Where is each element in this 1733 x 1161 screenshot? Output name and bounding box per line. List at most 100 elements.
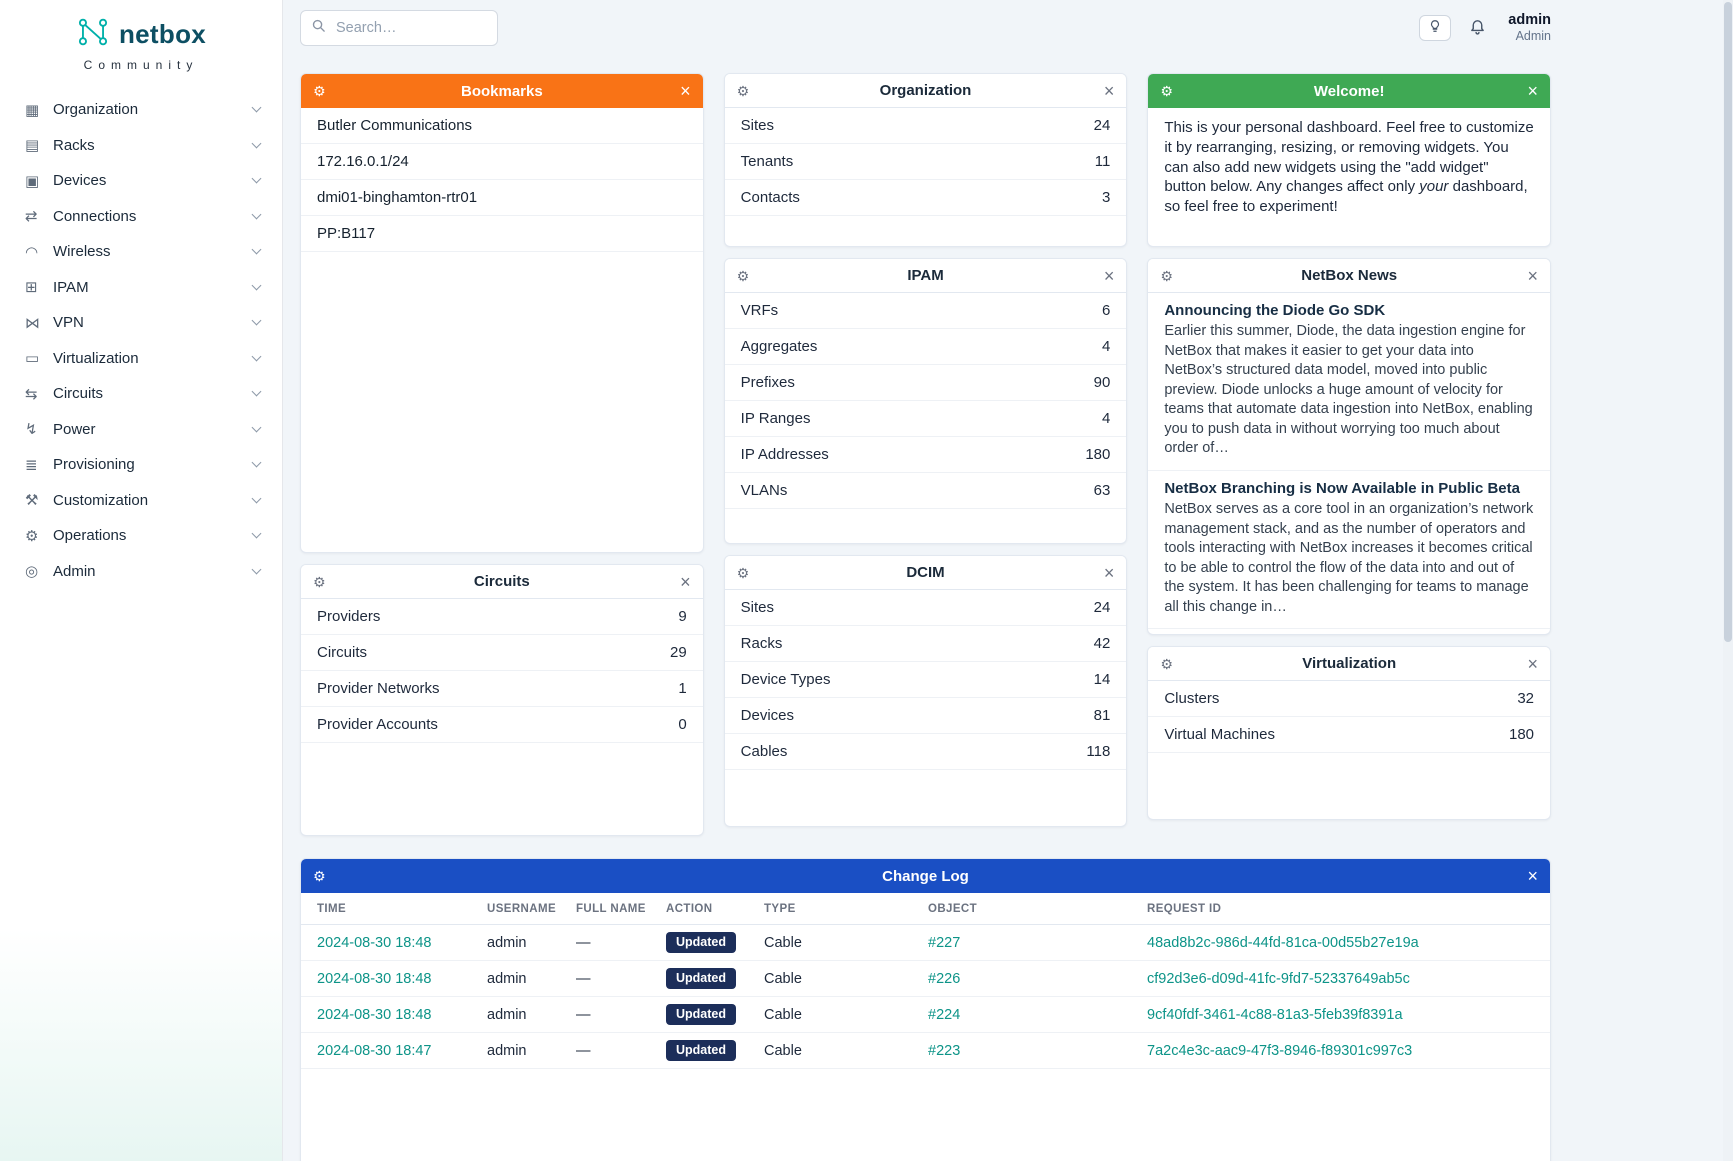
stat-row[interactable]: IP Addresses 180 — [724, 437, 1127, 473]
close-icon[interactable]: × — [680, 81, 691, 101]
stat-label[interactable]: Device Types — [740, 671, 831, 688]
changelog-time-link[interactable]: 2024-08-30 18:48 — [317, 934, 432, 951]
stat-row[interactable]: IP Ranges 4 — [724, 401, 1127, 437]
stat-value[interactable]: 3 — [1102, 189, 1111, 206]
gear-icon[interactable]: ⚙ — [736, 267, 750, 284]
stat-value[interactable]: 1 — [678, 680, 687, 697]
sidebar-item[interactable]: ◎ Admin — [0, 554, 282, 590]
close-icon[interactable]: × — [1103, 265, 1115, 286]
stat-value[interactable]: 9 — [678, 608, 687, 625]
stat-row[interactable]: Virtual Machines 180 — [1148, 717, 1551, 753]
gear-icon[interactable]: ⚙ — [1160, 267, 1173, 284]
bookmark-item[interactable]: dmi01-binghamton-rtr01 — [301, 180, 703, 216]
stat-row[interactable]: Tenants 11 — [724, 144, 1127, 180]
stat-label[interactable]: Racks — [740, 635, 783, 652]
stat-row[interactable]: Provider Networks 1 — [301, 671, 703, 707]
stat-value[interactable]: 29 — [669, 644, 687, 661]
stat-value[interactable]: 180 — [1508, 726, 1535, 743]
sidebar-item[interactable]: ⇄ Connections — [0, 199, 282, 235]
stat-value[interactable]: 4 — [1102, 338, 1111, 355]
stat-value[interactable]: 11 — [1094, 153, 1111, 170]
stat-label[interactable]: VRFs — [740, 302, 779, 319]
changelog-time-link[interactable]: 2024-08-30 18:48 — [317, 970, 432, 987]
notifications-button[interactable] — [1463, 15, 1492, 41]
stat-row[interactable]: Devices 81 — [724, 698, 1127, 734]
stat-value[interactable]: 0 — [678, 716, 687, 733]
gear-icon[interactable]: ⚙ — [1160, 83, 1173, 99]
close-icon[interactable]: × — [1527, 265, 1539, 286]
stat-value[interactable]: 90 — [1093, 374, 1111, 391]
changelog-time-link[interactable]: 2024-08-30 18:47 — [317, 1042, 432, 1059]
stat-label[interactable]: Contacts — [740, 189, 800, 206]
stat-row[interactable]: Provider Accounts 0 — [301, 707, 703, 743]
stat-label[interactable]: IP Addresses — [740, 446, 829, 463]
changelog-time-link[interactable]: 2024-08-30 18:48 — [317, 1006, 432, 1023]
stat-value[interactable]: 24 — [1093, 599, 1111, 616]
gear-icon[interactable]: ⚙ — [736, 82, 750, 99]
changelog-object-link[interactable]: #227 — [928, 934, 961, 951]
close-icon[interactable]: × — [1527, 653, 1539, 674]
sidebar-item[interactable]: ▭ Virtualization — [0, 341, 282, 377]
sidebar-item[interactable]: ◠ Wireless — [0, 234, 282, 270]
stat-value[interactable]: 63 — [1093, 482, 1111, 499]
gear-icon[interactable]: ⚙ — [313, 573, 326, 590]
close-icon[interactable]: × — [680, 571, 691, 592]
sidebar-item[interactable]: ≣ Provisioning — [0, 447, 282, 483]
changelog-request-id-link[interactable]: cf92d3e6-d09d-41fc-9fd7-52337649ab5c — [1147, 970, 1410, 987]
stat-value[interactable]: 4 — [1102, 410, 1111, 427]
search-input[interactable] — [334, 19, 487, 37]
stat-value[interactable]: 180 — [1085, 446, 1111, 463]
netbox-logo-link[interactable]: netbox Community — [0, 0, 282, 76]
sidebar-item[interactable]: ⚙ Operations — [0, 518, 282, 554]
stat-row[interactable]: Providers 9 — [301, 599, 703, 635]
stat-label[interactable]: Devices — [740, 707, 795, 724]
stat-value[interactable]: 81 — [1093, 707, 1111, 724]
changelog-object-link[interactable]: #224 — [928, 1006, 961, 1023]
changelog-request-id-link[interactable]: 7a2c4e3c-aac9-47f3-8946-f89301c997c3 — [1147, 1042, 1413, 1059]
gear-icon[interactable]: ⚙ — [1160, 655, 1173, 672]
stat-row[interactable]: Device Types 14 — [724, 662, 1127, 698]
news-article-title[interactable]: Announcing the Diode Go SDK — [1164, 302, 1386, 319]
stat-label[interactable]: Provider Accounts — [317, 716, 438, 733]
stat-label[interactable]: Virtual Machines — [1164, 726, 1275, 743]
close-icon[interactable]: × — [1103, 562, 1115, 583]
sidebar-item[interactable]: ↯ Power — [0, 412, 282, 448]
stat-row[interactable]: Sites 24 — [724, 590, 1127, 626]
stat-value[interactable]: 32 — [1517, 690, 1535, 707]
bookmark-item[interactable]: 172.16.0.1/24 — [301, 144, 703, 180]
stat-row[interactable]: Prefixes 90 — [724, 365, 1127, 401]
theme-toggle-button[interactable] — [1419, 14, 1452, 41]
stat-value[interactable]: 24 — [1093, 117, 1111, 134]
bookmark-item[interactable]: Butler Communications — [301, 108, 703, 144]
stat-row[interactable]: Circuits 29 — [301, 635, 703, 671]
stat-label[interactable]: Sites — [740, 599, 775, 616]
stat-label[interactable]: Sites — [740, 117, 775, 134]
changelog-object-link[interactable]: #226 — [928, 970, 961, 987]
sidebar-item[interactable]: ⚒ Customization — [0, 483, 282, 519]
stat-row[interactable]: Contacts 3 — [724, 180, 1127, 216]
sidebar-item[interactable]: ▦ Organization — [0, 92, 282, 128]
news-article-title[interactable]: NetBox Branching is Now Available in Pub… — [1164, 479, 1520, 497]
sidebar-item[interactable]: ▤ Racks — [0, 128, 282, 164]
stat-label[interactable]: Circuits — [317, 644, 368, 661]
stat-row[interactable]: VRFs 6 — [724, 293, 1127, 329]
close-icon[interactable]: × — [1103, 80, 1115, 101]
stat-label[interactable]: Tenants — [740, 153, 794, 170]
stat-label[interactable]: Cables — [740, 743, 788, 760]
stat-row[interactable]: Aggregates 4 — [724, 329, 1127, 365]
sidebar-item[interactable]: ▣ Devices — [0, 163, 282, 199]
stat-value[interactable]: 118 — [1086, 743, 1111, 760]
stat-label[interactable]: Aggregates — [740, 338, 818, 355]
changelog-object-link[interactable]: #223 — [928, 1042, 961, 1059]
stat-row[interactable]: Racks 42 — [724, 626, 1127, 662]
stat-value[interactable]: 42 — [1093, 635, 1111, 652]
changelog-request-id-link[interactable]: 9cf40fdf-3461-4c88-81a3-5feb39f8391a — [1147, 1006, 1403, 1023]
sidebar-item[interactable]: ⊞ IPAM — [0, 270, 282, 306]
gear-icon[interactable]: ⚙ — [736, 564, 750, 581]
stat-row[interactable]: Sites 24 — [724, 108, 1127, 144]
sidebar-item[interactable]: ⋈ VPN — [0, 305, 282, 341]
stat-label[interactable]: Prefixes — [740, 374, 795, 391]
gear-icon[interactable]: ⚙ — [313, 868, 326, 884]
stat-label[interactable]: IP Ranges — [740, 410, 811, 427]
sidebar-item[interactable]: ⇆ Circuits — [0, 376, 282, 412]
